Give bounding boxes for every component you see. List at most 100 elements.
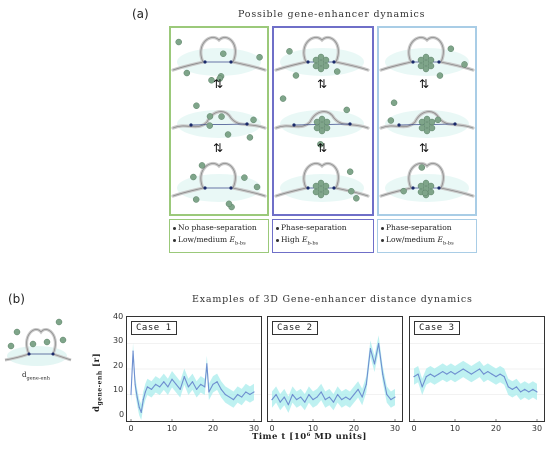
protein-bead [434, 116, 442, 124]
data-point [474, 370, 477, 373]
gene-marker [27, 352, 31, 356]
data-point [320, 391, 322, 393]
data-point [421, 386, 423, 388]
y-tick-label: 40 [113, 312, 124, 321]
data-point [163, 381, 165, 383]
enhancer-marker [437, 60, 441, 64]
data-point [316, 396, 318, 398]
protein-bead [348, 187, 355, 195]
schematic-d: d [22, 371, 27, 379]
protein-bead [436, 72, 444, 79]
data-point [187, 386, 189, 388]
chart-plot-1: 0 10 20 30 [127, 342, 261, 433]
protein-bead [175, 38, 182, 46]
data-point [361, 396, 363, 398]
gene-marker [306, 60, 310, 64]
protein-bead [218, 113, 225, 120]
energy-subscript: b-bs [443, 240, 454, 247]
data-point [378, 342, 380, 345]
chart-title-case-3: Case 3 [414, 321, 460, 335]
protein-bead [387, 117, 395, 124]
enhancer-marker [332, 60, 336, 64]
panel-a-title: Possible gene-enhancer dynamics [238, 9, 426, 20]
protein-bead [353, 195, 360, 202]
column-no-phase-separation [169, 26, 269, 216]
bullet-icon [173, 238, 176, 242]
protein-bead [193, 102, 200, 109]
data-point [515, 386, 518, 388]
y-tick-label: 0 [119, 410, 125, 419]
data-point [206, 363, 208, 365]
data-point [324, 399, 326, 401]
data-point [245, 391, 247, 393]
x-tick-label: 10 [450, 424, 460, 433]
schematic-distance-label: dgene-enh [22, 371, 50, 381]
x-tick-label: 30 [249, 424, 259, 433]
protein-bead [400, 187, 407, 195]
x-tick-label: 0 [269, 424, 274, 433]
gene-marker [411, 60, 415, 64]
data-point [159, 386, 161, 388]
data-point [241, 396, 243, 398]
protein-bead [333, 68, 341, 75]
protein-cluster-bead [422, 179, 430, 187]
chart-plot-2: 0 10 20 30 [268, 335, 402, 433]
data-point [249, 393, 251, 396]
data-point [332, 401, 335, 403]
protein-bead [418, 164, 426, 171]
gene-enhancer-schematic [4, 318, 72, 366]
protein-bead [461, 61, 468, 68]
data-point [287, 404, 289, 406]
data-point [144, 391, 146, 393]
bullet-icon [173, 226, 176, 230]
data-point [224, 393, 226, 396]
data-point [438, 373, 440, 375]
enhancer-marker [437, 186, 441, 190]
protein-bead [206, 122, 213, 129]
protein-cluster-bead [427, 62, 435, 70]
protein-cluster-bead [322, 188, 330, 196]
legend-no-phase-separation: No phase-separation Low/medium Eb-bs [169, 219, 269, 253]
transition-arrow: ⇅ [212, 77, 224, 91]
data-point [208, 391, 210, 393]
gene-marker [397, 123, 401, 127]
protein-cluster-bead [313, 124, 321, 132]
data-point [433, 376, 436, 378]
column-phase-separation-high [272, 26, 374, 216]
data-point [454, 373, 456, 375]
panel-a-illustrations [171, 35, 475, 211]
chromatin-fiber-core [275, 37, 369, 71]
data-point [483, 373, 485, 375]
data-point [466, 370, 468, 373]
data-point [357, 388, 359, 390]
protein-bead [13, 328, 21, 336]
protein-bead [279, 95, 287, 102]
data-point [386, 393, 388, 396]
data-point [155, 383, 157, 385]
protein-cluster-bead [317, 65, 325, 73]
protein-bead [390, 99, 398, 107]
y-tick-label: 20 [113, 361, 124, 370]
protein-cluster-bead [318, 115, 326, 123]
x-tick-label: 0 [411, 424, 416, 433]
data-point [212, 383, 214, 385]
data-point [499, 373, 501, 375]
data-point [520, 391, 522, 393]
gene-marker [203, 186, 207, 190]
data-point [179, 388, 181, 390]
data-point [373, 363, 376, 365]
enhancer-marker [245, 122, 249, 126]
data-point [503, 376, 505, 378]
chromatin-fiber-core [172, 37, 266, 71]
chromatin-fiber-core [172, 163, 266, 197]
data-point [462, 368, 464, 370]
chromatin-scene [171, 35, 267, 84]
data-point [429, 373, 431, 375]
x-tick-label: 20 [208, 424, 218, 433]
data-point [524, 388, 526, 390]
data-point [470, 373, 472, 375]
data-point [369, 348, 371, 350]
chart-title-case-2: Case 2 [272, 321, 318, 335]
data-point [291, 393, 294, 396]
